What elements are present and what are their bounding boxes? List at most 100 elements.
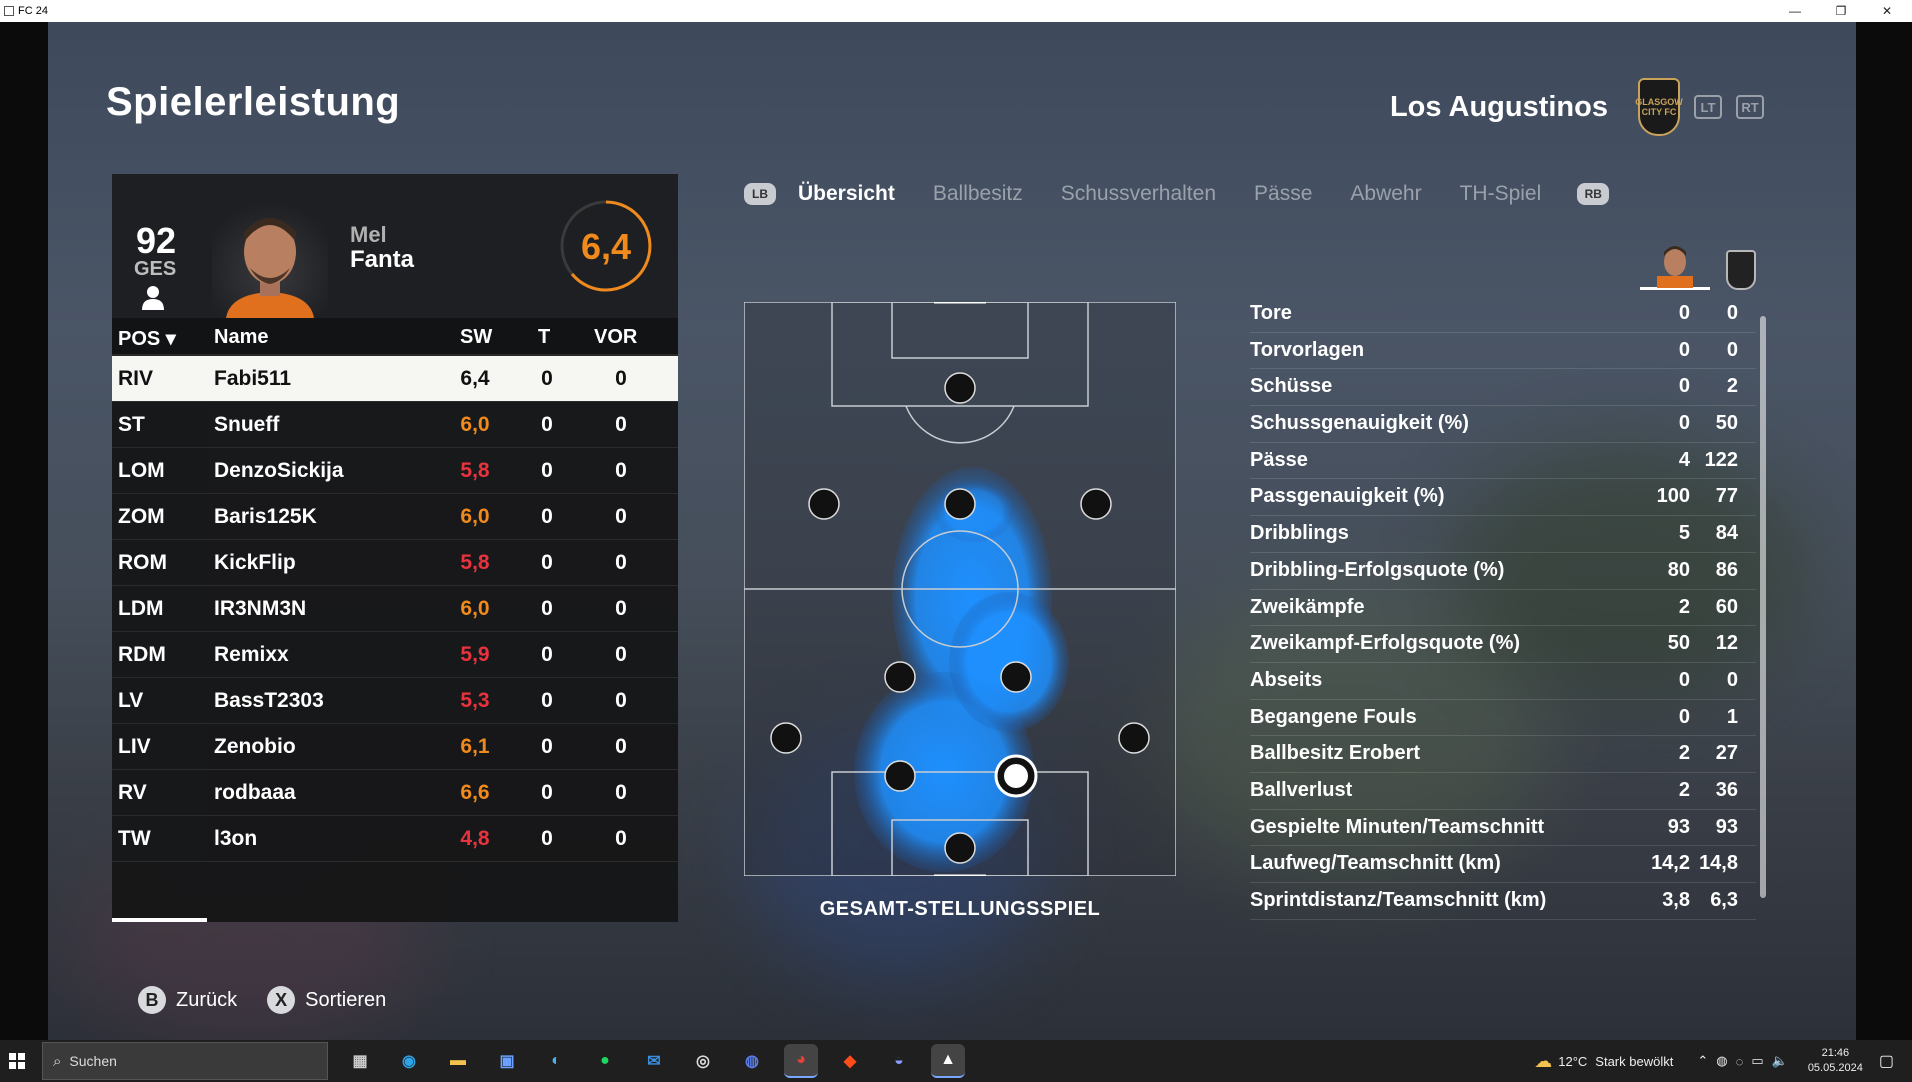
chevron-up-icon[interactable]: ⌃ [1697, 1053, 1709, 1068]
tray-app-icon[interactable]: ◌ [1735, 1053, 1744, 1069]
cell-t: 0 [541, 551, 553, 574]
table-row[interactable]: RIV Fabi511 6,4 0 0 [112, 356, 678, 402]
file-explorer-icon[interactable]: ▬ [450, 1052, 466, 1069]
b-button-icon[interactable]: B [138, 986, 166, 1014]
table-row[interactable]: ST Snueff 6,0 0 0 [112, 402, 678, 448]
table-row[interactable]: LOM DenzoSickija 5,8 0 0 [112, 448, 678, 494]
player-rating: 6,4 [580, 226, 632, 267]
cell-name: Fabi511 [214, 367, 292, 390]
x-button-icon[interactable]: X [267, 986, 296, 1014]
stat-player-value: 2 [1678, 742, 1690, 765]
table-row[interactable]: ZOM Baris125K 6,0 0 0 [112, 494, 678, 540]
stat-team-value: 0 [1726, 302, 1738, 324]
sort-hint-label[interactable]: Sortieren [305, 988, 387, 1011]
app-icon[interactable]: ◐ [551, 1052, 561, 1069]
col-pos-header[interactable]: POS ▾ [118, 328, 176, 350]
network-icon[interactable]: ▭ [1751, 1053, 1764, 1068]
stat-label: Dribblings [1250, 522, 1349, 545]
lt-trigger-button[interactable]: LT [1694, 95, 1722, 119]
edge-icon[interactable]: ◉ [402, 1053, 416, 1070]
mail-icon[interactable]: ✉ [647, 1053, 661, 1070]
stat-player-value: 0 [1678, 375, 1690, 398]
cell-vor: 0 [615, 459, 627, 482]
notification-icon[interactable]: ▢ [1878, 1053, 1894, 1070]
cell-sw: 5,8 [460, 551, 490, 574]
taskbar-search[interactable]: ⌕ Suchen [42, 1042, 328, 1080]
tab-uebersicht[interactable]: Übersicht [798, 182, 895, 205]
stat-label: Begangene Fouls [1250, 705, 1417, 728]
cell-sw: 6,4 [460, 367, 490, 390]
table-row[interactable]: LDM IR3NM3N 6,0 0 0 [112, 586, 678, 632]
weather-text[interactable]: Stark bewölkt [1595, 1053, 1674, 1069]
table-row[interactable]: RDM Remixx 5,9 0 0 [112, 632, 678, 678]
player-ovr-label: GES [134, 258, 177, 280]
cell-pos: ZOM [118, 505, 165, 528]
col-name-header[interactable]: Name [214, 326, 269, 348]
volume-icon[interactable]: 🔈 [1771, 1053, 1788, 1068]
lb-bumper-button[interactable]: LB [744, 183, 776, 205]
maximize-button[interactable]: ❐ [1835, 4, 1847, 18]
stat-row: Zweikämpfe 2 60 [1250, 590, 1756, 627]
cell-t: 0 [541, 643, 553, 666]
stat-player-value: 0 [1678, 668, 1690, 691]
tab-schussverhalten[interactable]: Schussverhalten [1060, 182, 1217, 205]
game-viewport: Spielerleistung Los Augustinos GLASGOW C… [48, 22, 1856, 1040]
table-row[interactable]: RV rodbaaa 6,6 0 0 [112, 770, 678, 816]
fc24-app-icon[interactable]: ▲ [931, 1044, 965, 1078]
chrome-icon[interactable]: ◕ [784, 1044, 818, 1078]
positioning-heatmap [744, 302, 1176, 876]
ea-app-icon[interactable]: ◆ [843, 1053, 857, 1070]
app-icon[interactable]: ◎ [696, 1053, 710, 1070]
player-marker [944, 372, 976, 404]
cell-name: Zenobio [214, 735, 296, 758]
stat-label: Zweikampf-Erfolgsquote (%) [1250, 632, 1521, 655]
pos-cell-bg [112, 494, 207, 539]
player-marker [884, 760, 916, 792]
weather-temp[interactable]: 12°C [1558, 1053, 1588, 1069]
bg-blur [1148, 582, 1548, 882]
player-ovr: 92 [136, 220, 177, 261]
tab-abwehr[interactable]: Abwehr [1350, 182, 1422, 205]
tab-ballbesitz[interactable]: Ballbesitz [932, 182, 1023, 205]
table-row[interactable]: LIV Zenobio 6,1 0 0 [112, 724, 678, 770]
cell-sw: 6,0 [460, 505, 490, 528]
rt-trigger-button[interactable]: RT [1736, 95, 1764, 119]
cell-name: KickFlip [214, 551, 296, 574]
tab-th-spiel[interactable]: TH-Spiel [1459, 182, 1542, 205]
spotify-icon[interactable]: ● [600, 1052, 610, 1069]
table-row[interactable]: TW l3on 4,8 0 0 [112, 816, 678, 862]
col-t-header[interactable]: T [538, 326, 551, 348]
top-penalty-box [831, 302, 1089, 407]
stat-row: Torvorlagen 0 0 [1250, 333, 1756, 370]
pitch-caption: GESAMT-STELLUNGSSPIEL [819, 898, 1101, 920]
stat-label: Laufweg/Teamschnitt (km) [1250, 852, 1501, 875]
stat-label: Ballverlust [1250, 778, 1353, 801]
clock[interactable]: 21:46 05.05.2024 [1808, 1046, 1863, 1076]
stat-player-value: 3,8 [1662, 889, 1690, 911]
table-row[interactable]: ROM KickFlip 5,8 0 0 [112, 540, 678, 586]
stat-player-value: 100 [1656, 485, 1690, 508]
back-hint-label[interactable]: Zurück [176, 988, 238, 1011]
store-icon[interactable]: ▣ [499, 1053, 515, 1070]
cell-t: 0 [541, 505, 553, 528]
stat-label: Ballbesitz Erobert [1250, 742, 1421, 765]
col-sw-header[interactable]: SW [460, 326, 493, 348]
minimize-button[interactable]: — [1789, 4, 1801, 18]
close-button[interactable]: ✕ [1881, 4, 1893, 18]
stat-label: Abseits [1250, 668, 1323, 691]
tab-paesse[interactable]: Pässe [1254, 182, 1313, 205]
player-portrait [212, 202, 328, 318]
start-button[interactable] [0, 1040, 34, 1082]
search-placeholder: Suchen [69, 1053, 117, 1069]
rb-bumper-button[interactable]: RB [1577, 183, 1610, 205]
stats-scrollbar[interactable] [1760, 316, 1766, 898]
tray-app-icon[interactable]: ◍ [1716, 1053, 1728, 1068]
task-view-icon[interactable]: ▦ [352, 1053, 368, 1070]
col-vor-header[interactable]: VOR [594, 326, 638, 348]
pos-cell-bg [112, 816, 207, 861]
app-icon[interactable]: ◍ [745, 1053, 759, 1070]
cell-t: 0 [541, 597, 553, 620]
pos-cell-bg [112, 356, 207, 401]
table-row[interactable]: LV BassT2303 5,3 0 0 [112, 678, 678, 724]
discord-icon[interactable]: ◒ [894, 1052, 904, 1069]
